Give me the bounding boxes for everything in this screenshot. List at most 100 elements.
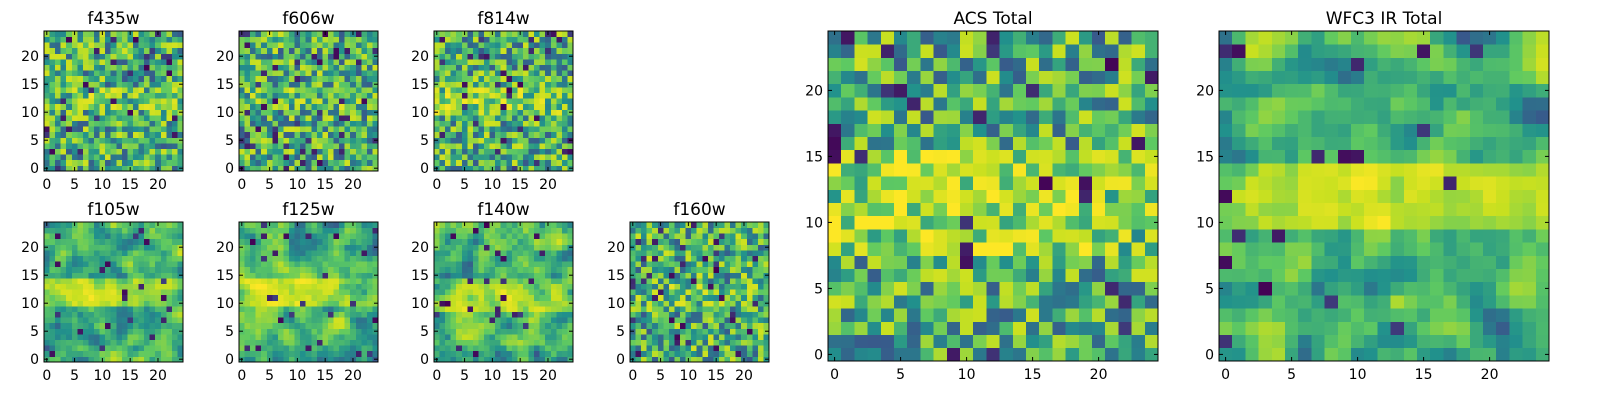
heatmap-cell	[472, 148, 479, 155]
y-tick-label: 15	[411, 77, 429, 93]
heatmap-cell	[522, 59, 529, 65]
heatmap-cell	[372, 339, 379, 346]
heatmap-cell	[439, 334, 446, 340]
heatmap-cell	[155, 306, 162, 312]
heatmap-cell	[680, 266, 686, 273]
heatmap-cell	[550, 53, 557, 60]
heatmap-cell	[121, 70, 128, 77]
heatmap-cell	[528, 64, 535, 71]
heatmap-cell	[999, 189, 1014, 203]
heatmap-cell	[144, 42, 151, 49]
heatmap-cell	[261, 137, 268, 144]
heatmap-cell	[77, 317, 84, 324]
heatmap-cell	[456, 120, 463, 127]
heatmap-cell	[550, 126, 557, 133]
heatmap-cell	[49, 126, 56, 133]
heatmap-cell	[121, 322, 128, 329]
heatmap-cell	[450, 311, 457, 318]
heatmap-cell	[534, 322, 541, 329]
heatmap-cell	[121, 148, 128, 155]
heatmap-cell	[294, 148, 301, 155]
heatmap-cell	[841, 347, 855, 362]
heatmap-cell	[534, 238, 541, 245]
heatmap-cell	[350, 339, 357, 346]
heatmap-cell	[266, 339, 273, 346]
heatmap-cell	[311, 159, 318, 166]
heatmap-cell	[300, 137, 307, 144]
heatmap-cell	[272, 272, 279, 279]
heatmap-cell	[344, 47, 351, 54]
heatmap-cell	[283, 75, 290, 82]
heatmap-cell	[266, 81, 273, 88]
heatmap-cell	[894, 242, 908, 256]
heatmap-cell	[116, 289, 123, 296]
heatmap-cell	[456, 238, 463, 245]
heatmap-cell	[366, 289, 373, 296]
heatmap-cell	[44, 227, 50, 234]
heatmap-cell	[556, 300, 563, 307]
heatmap-cell	[171, 81, 178, 88]
heatmap-cell	[316, 137, 323, 144]
heatmap-cell	[105, 87, 112, 93]
heatmap-cell	[534, 92, 541, 99]
heatmap-cell	[461, 322, 468, 329]
heatmap-cell	[99, 36, 106, 43]
heatmap-cell	[960, 334, 974, 349]
heatmap-cell	[511, 233, 518, 240]
heatmap-cell	[116, 238, 123, 245]
heatmap-cell	[316, 233, 323, 240]
heatmap-cell	[60, 289, 67, 296]
heatmap-cell	[489, 322, 496, 329]
heatmap-cell	[138, 81, 145, 88]
heatmap-cell	[322, 87, 329, 93]
heatmap-cell	[668, 322, 675, 329]
heatmap-cell	[160, 143, 167, 149]
heatmap-cell	[366, 53, 373, 60]
heatmap-cell	[366, 120, 373, 127]
heatmap-cell	[250, 120, 257, 127]
heatmap-cell	[261, 92, 268, 99]
heatmap-cell	[500, 238, 507, 245]
heatmap-cell	[105, 350, 112, 357]
heatmap-cell	[495, 137, 502, 144]
heatmap-cell	[272, 165, 279, 172]
heatmap-cell	[1012, 189, 1027, 203]
heatmap-cell	[467, 92, 474, 99]
heatmap-cell	[1065, 176, 1080, 190]
heatmap-cell	[71, 81, 78, 88]
heatmap-cell	[250, 70, 257, 77]
heatmap-cell	[266, 42, 273, 49]
heatmap-cell	[517, 334, 524, 340]
heatmap-cell	[294, 266, 301, 273]
heatmap-cell	[255, 317, 262, 324]
heatmap-cell	[730, 306, 737, 312]
heatmap-cell	[261, 115, 268, 121]
heatmap-cell	[461, 278, 468, 284]
heatmap-cell	[663, 250, 670, 256]
heatmap-cell	[652, 345, 659, 352]
heatmap-cell	[261, 278, 268, 284]
heatmap-cell	[177, 317, 184, 324]
heatmap-cell	[539, 159, 546, 166]
heatmap-cell	[132, 92, 139, 99]
heatmap-cell	[691, 294, 698, 301]
heatmap-cell	[255, 250, 262, 256]
heatmap-cell	[49, 222, 56, 228]
heatmap-cell	[713, 339, 720, 346]
heatmap-cell	[105, 42, 112, 49]
heatmap-cell	[94, 350, 100, 357]
heatmap-cell	[116, 137, 123, 144]
heatmap-cell	[289, 339, 295, 346]
heatmap-cell	[456, 126, 463, 133]
heatmap-cell	[484, 233, 490, 240]
heatmap-cell	[44, 233, 50, 240]
heatmap-cell	[60, 143, 67, 149]
heatmap-cell	[300, 266, 307, 273]
heatmap-cell	[880, 229, 895, 243]
heatmap-cell	[522, 222, 529, 228]
heatmap-cell	[333, 244, 340, 251]
heatmap-cell	[255, 109, 262, 116]
heatmap-cell	[77, 143, 84, 149]
heatmap-cell	[1026, 281, 1040, 296]
heatmap-cell	[933, 334, 948, 349]
